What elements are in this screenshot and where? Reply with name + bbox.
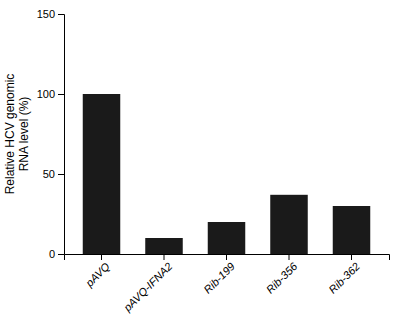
x-tick: pAVQ	[82, 254, 112, 290]
y-tick-label: 0	[49, 248, 55, 260]
x-tick-mark	[164, 254, 165, 260]
x-tick: Rib-362	[326, 254, 362, 296]
x-tick-label: pAVQ	[82, 260, 112, 290]
y-axis-title: Relative HCV genomicRNA level (%)	[3, 74, 31, 195]
x-tick: pAVQ-IFNA2	[120, 254, 174, 314]
bar	[145, 238, 183, 254]
y-tick: 150	[37, 8, 64, 20]
x-tick-mark	[351, 254, 352, 260]
bar	[333, 206, 371, 254]
x-tick: Rib-199	[201, 254, 237, 296]
x-tick-label: Rib-356	[264, 259, 300, 295]
y-tick-label: 50	[43, 168, 55, 180]
y-tick: 0	[49, 248, 64, 260]
x-axis-line	[65, 255, 390, 261]
x-tick-mark	[226, 254, 227, 260]
x-tick-label: Rib-362	[326, 260, 362, 296]
x-tick-label: pAVQ-IFNA2	[120, 260, 174, 314]
y-tick-mark	[58, 14, 64, 15]
x-tick-label: Rib-199	[201, 260, 237, 296]
x-tick-mark	[289, 254, 290, 260]
y-tick-label: 150	[37, 8, 55, 20]
y-axis: 0 50 100 150	[37, 8, 65, 260]
bars	[83, 94, 371, 254]
y-tick-label: 100	[37, 88, 55, 100]
x-tick: Rib-356	[264, 254, 300, 296]
chart: 0 50 100 150 pAVQ pAVQ-IFNA2 Rib-199 Rib-356 Rib…	[0, 0, 403, 326]
x-axis: pAVQ pAVQ-IFNA2 Rib-199 Rib-356 Rib-362	[65, 254, 390, 314]
y-tick-mark	[58, 94, 64, 95]
y-axis-line	[58, 15, 65, 255]
y-tick-mark	[58, 174, 64, 175]
y-tick-mark	[58, 254, 64, 255]
chart-container: 0 50 100 150 pAVQ pAVQ-IFNA2 Rib-199 Rib-356 Rib…	[0, 0, 403, 326]
x-tick-mark	[101, 254, 102, 260]
y-tick: 50	[43, 168, 64, 180]
plot-area: 0 50 100 150 pAVQ pAVQ-IFNA2 Rib-199 Rib-356 Rib…	[37, 8, 390, 314]
y-tick: 100	[37, 88, 64, 100]
bar	[270, 195, 308, 254]
bar	[208, 222, 246, 254]
y-axis-title-line: Relative HCV genomic	[3, 74, 17, 195]
y-axis-title-line: RNA level (%)	[17, 97, 31, 172]
bar	[83, 94, 121, 254]
